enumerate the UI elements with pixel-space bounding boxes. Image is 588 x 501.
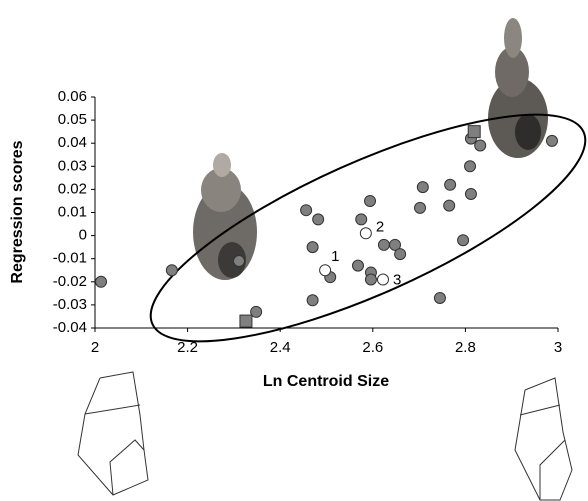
point: [467, 125, 481, 139]
point: [416, 181, 429, 194]
point: [414, 201, 427, 214]
landmarks-left: [77, 371, 149, 496]
y-tick-label: 0.02: [58, 180, 87, 197]
point: [239, 314, 253, 328]
point: [444, 178, 457, 191]
y-tick-label: -0.01: [53, 250, 87, 267]
x-tick-label: 2.2: [177, 339, 198, 356]
y-tick-label: -0.02: [53, 273, 87, 290]
x-tick-label: 2.6: [362, 339, 383, 356]
point: [319, 264, 332, 277]
point: [306, 241, 319, 254]
point: [351, 259, 364, 272]
x-tick-label: 2.8: [455, 339, 476, 356]
y-tick-label: 0: [79, 227, 87, 244]
x-tick-label: 2.4: [270, 339, 291, 356]
y-tick-label: -0.04: [53, 319, 87, 336]
x-axis-title: Ln Centroid Size: [263, 373, 389, 390]
point-label: 3: [393, 271, 401, 288]
point-label: 2: [376, 218, 384, 235]
landmarks-right: [514, 377, 573, 501]
point: [355, 213, 368, 226]
y-axis-title: Regression scores: [9, 140, 26, 283]
point: [457, 234, 470, 247]
point: [377, 238, 390, 251]
point: [359, 227, 372, 240]
point: [232, 255, 245, 268]
point: [364, 273, 377, 286]
shell-right: [488, 18, 548, 158]
point: [364, 194, 377, 207]
point: [389, 238, 402, 251]
point: [443, 199, 456, 212]
point: [95, 275, 108, 288]
point: [376, 273, 389, 286]
x-tick-label: 3: [554, 339, 562, 356]
y-tick-label: 0.01: [58, 203, 87, 220]
point: [250, 305, 263, 318]
point: [312, 213, 325, 226]
point: [165, 264, 178, 277]
point: [474, 139, 487, 152]
point: [464, 160, 477, 173]
y-tick-label: 0.05: [58, 111, 87, 128]
y-tick-label: 0.03: [58, 157, 87, 174]
y-tick-label: 0.04: [58, 134, 87, 151]
point: [545, 134, 558, 147]
y-tick-label: -0.03: [53, 296, 87, 313]
point: [300, 204, 313, 217]
ellipse: [149, 113, 587, 343]
point: [464, 188, 477, 201]
point: [306, 294, 319, 307]
x-tick-label: 2: [91, 339, 99, 356]
point-label: 1: [331, 248, 339, 265]
point: [433, 291, 446, 304]
y-tick-label: 0.06: [58, 88, 87, 105]
point: [394, 248, 407, 261]
